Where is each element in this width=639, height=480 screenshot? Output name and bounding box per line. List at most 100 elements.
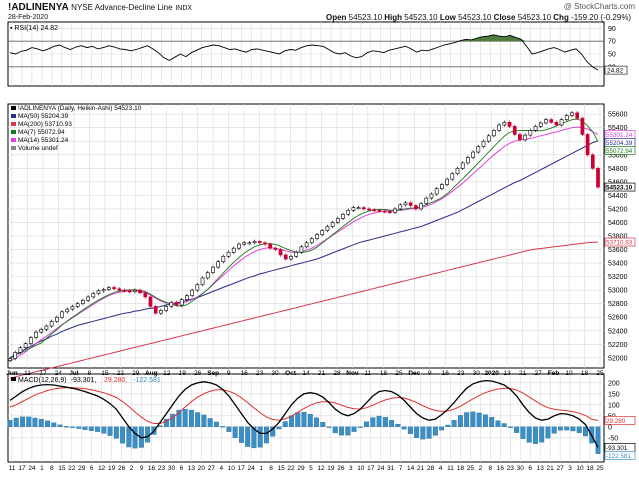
candle-body xyxy=(492,130,496,137)
macd-histogram-bar xyxy=(445,424,451,427)
macd-histogram-bar xyxy=(389,420,395,427)
candle-body xyxy=(471,151,475,158)
macd-histogram-bar xyxy=(195,412,201,427)
macd-x-label: 6 xyxy=(180,465,184,472)
price-legend-item: MA(7) 55072.94 xyxy=(18,129,65,136)
candle-body xyxy=(278,249,283,256)
rsi-legend: ▪ RSI(14) 24.82 xyxy=(10,25,58,32)
price-legend-item: MA(14) 55301.24 xyxy=(18,137,69,144)
candle-body xyxy=(559,119,564,126)
candle-body xyxy=(107,287,111,290)
macd-x-label: 21 xyxy=(417,465,425,472)
macd-histogram-bar xyxy=(539,426,545,443)
macd-x-label: 29 xyxy=(78,465,86,472)
macd-histogram-bar xyxy=(464,412,470,427)
macd-x-label: 14 xyxy=(407,465,415,472)
candle-body xyxy=(335,218,340,223)
macd-histogram-bar xyxy=(20,416,25,427)
macd-x-label: 19 xyxy=(327,465,335,472)
candle-body xyxy=(481,140,486,147)
rsi-last-value: 24.82 xyxy=(607,68,624,75)
candle-body xyxy=(252,241,257,244)
macd-histogram-bar xyxy=(507,426,513,428)
candle-body xyxy=(18,347,23,353)
macd-histogram-bar xyxy=(276,426,282,430)
macd-histogram-bar xyxy=(107,426,113,436)
candle-body xyxy=(570,112,574,116)
candle-body xyxy=(408,202,413,206)
ma-line-ma200 xyxy=(9,241,599,379)
macd-tick-label: 0 xyxy=(608,424,612,431)
price-tick-label: 55600 xyxy=(608,112,628,119)
macd-x-label: 1 xyxy=(40,465,44,472)
price-value-box xyxy=(604,237,636,247)
macd-histogram-bar xyxy=(451,420,457,427)
candle-body xyxy=(221,256,226,263)
candle-body xyxy=(403,202,408,206)
macd-legend-part: MACD(12,26,9) xyxy=(18,377,67,384)
macd-histogram-bar xyxy=(101,426,107,434)
macd-histogram-bar xyxy=(595,426,601,454)
price-value-label: 55301.24 xyxy=(606,132,633,139)
macd-x-label: 2 xyxy=(130,465,134,472)
rsi-line xyxy=(9,34,599,71)
macd-histogram-bar xyxy=(426,426,432,439)
quote-label-close: Close xyxy=(493,13,518,22)
macd-histogram-bar xyxy=(564,426,570,431)
macd-histogram-bar xyxy=(320,422,326,427)
macd-histogram-bar xyxy=(13,417,19,427)
macd-histogram-bar xyxy=(501,423,507,427)
candle-body xyxy=(39,329,44,333)
macd-x-label: 24 xyxy=(28,465,36,472)
candle-body xyxy=(429,193,434,199)
macd-histogram-bar xyxy=(401,426,407,430)
macd-histogram-bar xyxy=(295,412,301,427)
macd-value-box xyxy=(604,450,636,460)
candle-body xyxy=(247,242,252,245)
candle-body xyxy=(315,234,319,240)
macd-x-label: 27 xyxy=(557,465,565,472)
candle-body xyxy=(414,205,418,210)
candle-body xyxy=(86,296,90,301)
macd-histogram-bar xyxy=(307,414,313,427)
candle-body xyxy=(538,122,543,127)
macd-x-label: 13 xyxy=(537,465,545,472)
macd-x-label: 10 xyxy=(576,465,584,472)
macd-histogram-bar xyxy=(120,426,126,444)
macd-x-label: 27 xyxy=(208,465,216,472)
price-tick-label: 53600 xyxy=(608,247,628,254)
macd-x-label: 11 xyxy=(9,465,16,472)
quote-strip: Open 54523.10 High 54523.10 Low 54523.10… xyxy=(326,13,631,22)
candle-body xyxy=(388,211,392,214)
macd-histogram-bar xyxy=(414,426,420,438)
macd-line xyxy=(9,379,599,448)
macd-histogram-bar xyxy=(382,417,388,427)
candle-body xyxy=(320,230,325,235)
candle-body xyxy=(257,241,262,244)
candle-body xyxy=(554,121,559,126)
price-legend-item: Volume undef xyxy=(18,145,58,152)
candle-body xyxy=(549,119,554,123)
ma-line-ma14 xyxy=(9,126,599,362)
candle-body xyxy=(544,119,548,124)
macd-x-label: 10 xyxy=(357,465,365,472)
macd-histogram-bar xyxy=(251,426,257,449)
candle-body xyxy=(356,207,361,210)
macd-histogram-bar xyxy=(583,426,588,437)
candle-body xyxy=(283,254,288,260)
macd-histogram-bar xyxy=(57,424,63,427)
candle-body xyxy=(117,288,122,291)
macd-histogram-bar xyxy=(132,426,138,449)
macd-histogram-bar xyxy=(545,426,551,439)
ma-line-ma7 xyxy=(9,118,599,359)
candle-body xyxy=(330,222,335,227)
macd-histogram-bar xyxy=(326,426,332,428)
macd-histogram-bar xyxy=(489,417,495,427)
candle-body xyxy=(263,242,267,245)
macd-x-label: 5 xyxy=(309,465,313,472)
macd-histogram-bar xyxy=(220,426,226,428)
candle-body xyxy=(96,290,101,294)
candle-body xyxy=(476,146,481,153)
candle-body xyxy=(185,295,189,300)
candle-body xyxy=(143,292,148,298)
